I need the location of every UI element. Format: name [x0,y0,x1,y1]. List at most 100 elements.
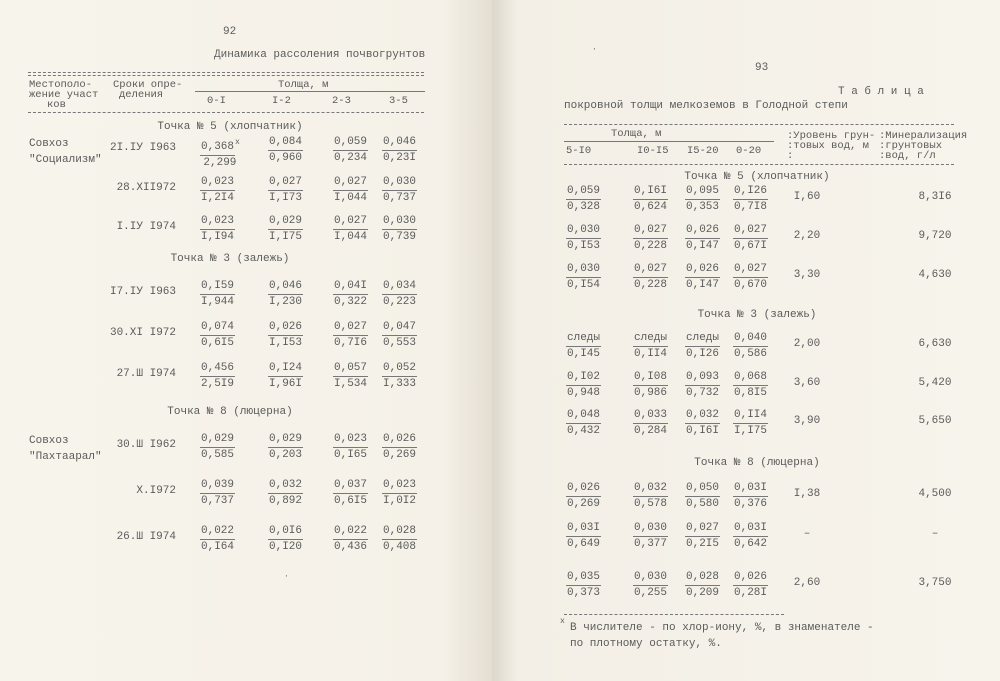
numerator: 0,029 [200,432,236,448]
numerator: 0,029 [268,214,304,230]
header-text: :вод, г/л [879,150,936,162]
denominator: 0,737 [383,192,417,204]
value-cell: 0,030 0,255 [633,570,669,601]
page-number: 93 [755,62,769,74]
value-cell: 0,030 0,377 [633,521,669,552]
value-cell: 0,I24 I,96I [268,361,304,392]
numerator: следы [633,331,669,347]
numerator: 0,032 [685,408,721,424]
value-cell: 0,084 0,960 [268,135,304,166]
numerator: 0,040 [733,331,769,347]
numerator: 0,022 [333,524,369,540]
value-cell: 0,03I 0,376 [733,481,769,512]
denominator: 2,5I9 [201,378,235,390]
value-cell: 0,026 I,I53 [268,320,304,351]
header-col: 0-20 [736,145,762,157]
value-cell: 0,03I 0,649 [566,521,602,552]
groundwater-level: 2,00 [793,338,821,350]
denominator: 0,670 [734,279,768,291]
value-cell: 0,046 0,23I [382,135,418,166]
mineralization: 4,500 [918,488,952,500]
value-cell: 0,027 I,044 [333,214,369,245]
numerator: 0,030 [633,521,669,537]
value-cell: 0,030 0,I53 [566,223,602,254]
denominator: 0,732 [686,387,720,399]
value-cell: 0,027 0,670 [733,262,769,293]
header-text: :Уровень грун- [787,130,876,142]
sampling-date: 30.Ш I962 [116,439,176,451]
location-name: "Социализм" [29,154,102,166]
numerator: 0,022 [200,524,236,540]
denominator: 0,269 [383,449,417,461]
numerator: 0,03I [733,481,769,497]
header-thickness: Толща, м [611,128,662,140]
denominator: 0,6I5 [201,337,235,349]
numerator: 0,027 [733,223,769,239]
value-cell: 0,030 0,737 [382,175,418,206]
denominator: 0,578 [634,498,668,510]
numerator: 0,095 [685,184,721,200]
groundwater-level: 2,60 [793,577,821,589]
denominator: 0,II4 [634,348,668,360]
value-cell: следы 0,I26 [685,331,721,362]
numerator: 0,I08 [633,370,669,386]
value-cell: 0,I02 0,948 [566,370,602,401]
value-cell: 0,034 0,223 [382,279,418,310]
mineralization: 3,750 [918,577,952,589]
value-cell: 0,II4 I,I75 [733,408,769,439]
numerator: 0,059 [333,135,369,151]
value-cell: 0,027 0,228 [633,223,669,254]
value-cell: следы 0,II4 [633,331,669,362]
denominator: 0,376 [734,498,768,510]
numerator: 0,I59 [200,279,236,295]
divider [28,112,424,113]
numerator: 0,023 [200,175,236,191]
numerator: 0,030 [566,262,602,278]
value-cell: 0,022 0,I64 [200,524,236,555]
numerator: 0,034 [382,279,418,295]
numerator: 0,0I6 [268,524,304,540]
denominator: 0,353 [686,201,720,213]
numerator: 0,035 [566,570,602,586]
value-cell: 0,029 0,585 [200,432,236,463]
numerator: 0,027 [333,214,369,230]
numerator: 0,456 [200,361,236,377]
left-page: 92 Динамика рассоления почвогрунтов Мест… [0,0,492,681]
numerator: 0,028 [685,570,721,586]
denominator: 2,299 [203,156,237,169]
numerator: 0,074 [200,320,236,336]
value-cell: 0,047 0,553 [382,320,418,351]
groundwater-level: – [803,528,811,540]
header-text: ков [47,99,66,111]
numerator: 0,039 [200,478,236,494]
value-cell: 0,023 I,2I4 [200,175,236,206]
denominator: 0,948 [567,387,601,399]
numerator: 0,026 [566,481,602,497]
sampling-date: 27.Ш I974 [116,368,176,380]
numerator: 0,027 [733,262,769,278]
table-title: Динамика рассоления почвогрунтов [214,49,426,61]
denominator: 0,7I8 [734,201,768,213]
value-cell: 0,074 0,6I5 [200,320,236,351]
denominator: 0,737 [201,495,235,507]
value-cell: 0,04I 0,322 [333,279,369,310]
value-cell: 0,032 0,I6I [685,408,721,439]
denominator: I,I53 [269,337,303,349]
numerator: 0,029 [268,432,304,448]
numerator: 0,026 [733,570,769,586]
value-cell: 0,026 0,269 [566,481,602,512]
denominator: I,I75 [734,425,768,437]
value-cell: 0,368x 2,299 [200,135,240,171]
numerator: 0,032 [633,481,669,497]
value-cell: 0,026 0,28I [733,570,769,601]
denominator: 0,642 [734,538,768,550]
numerator: 0,026 [685,223,721,239]
numerator: 0,028 [382,524,418,540]
numerator: 0,026 [685,262,721,278]
denominator: 0,67I [734,240,768,252]
numerator: 0,023 [382,478,418,494]
value-cell: 0,022 0,436 [333,524,369,555]
denominator: I,230 [269,296,303,308]
value-cell: 0,028 0,209 [685,570,721,601]
mark: · [284,572,289,581]
